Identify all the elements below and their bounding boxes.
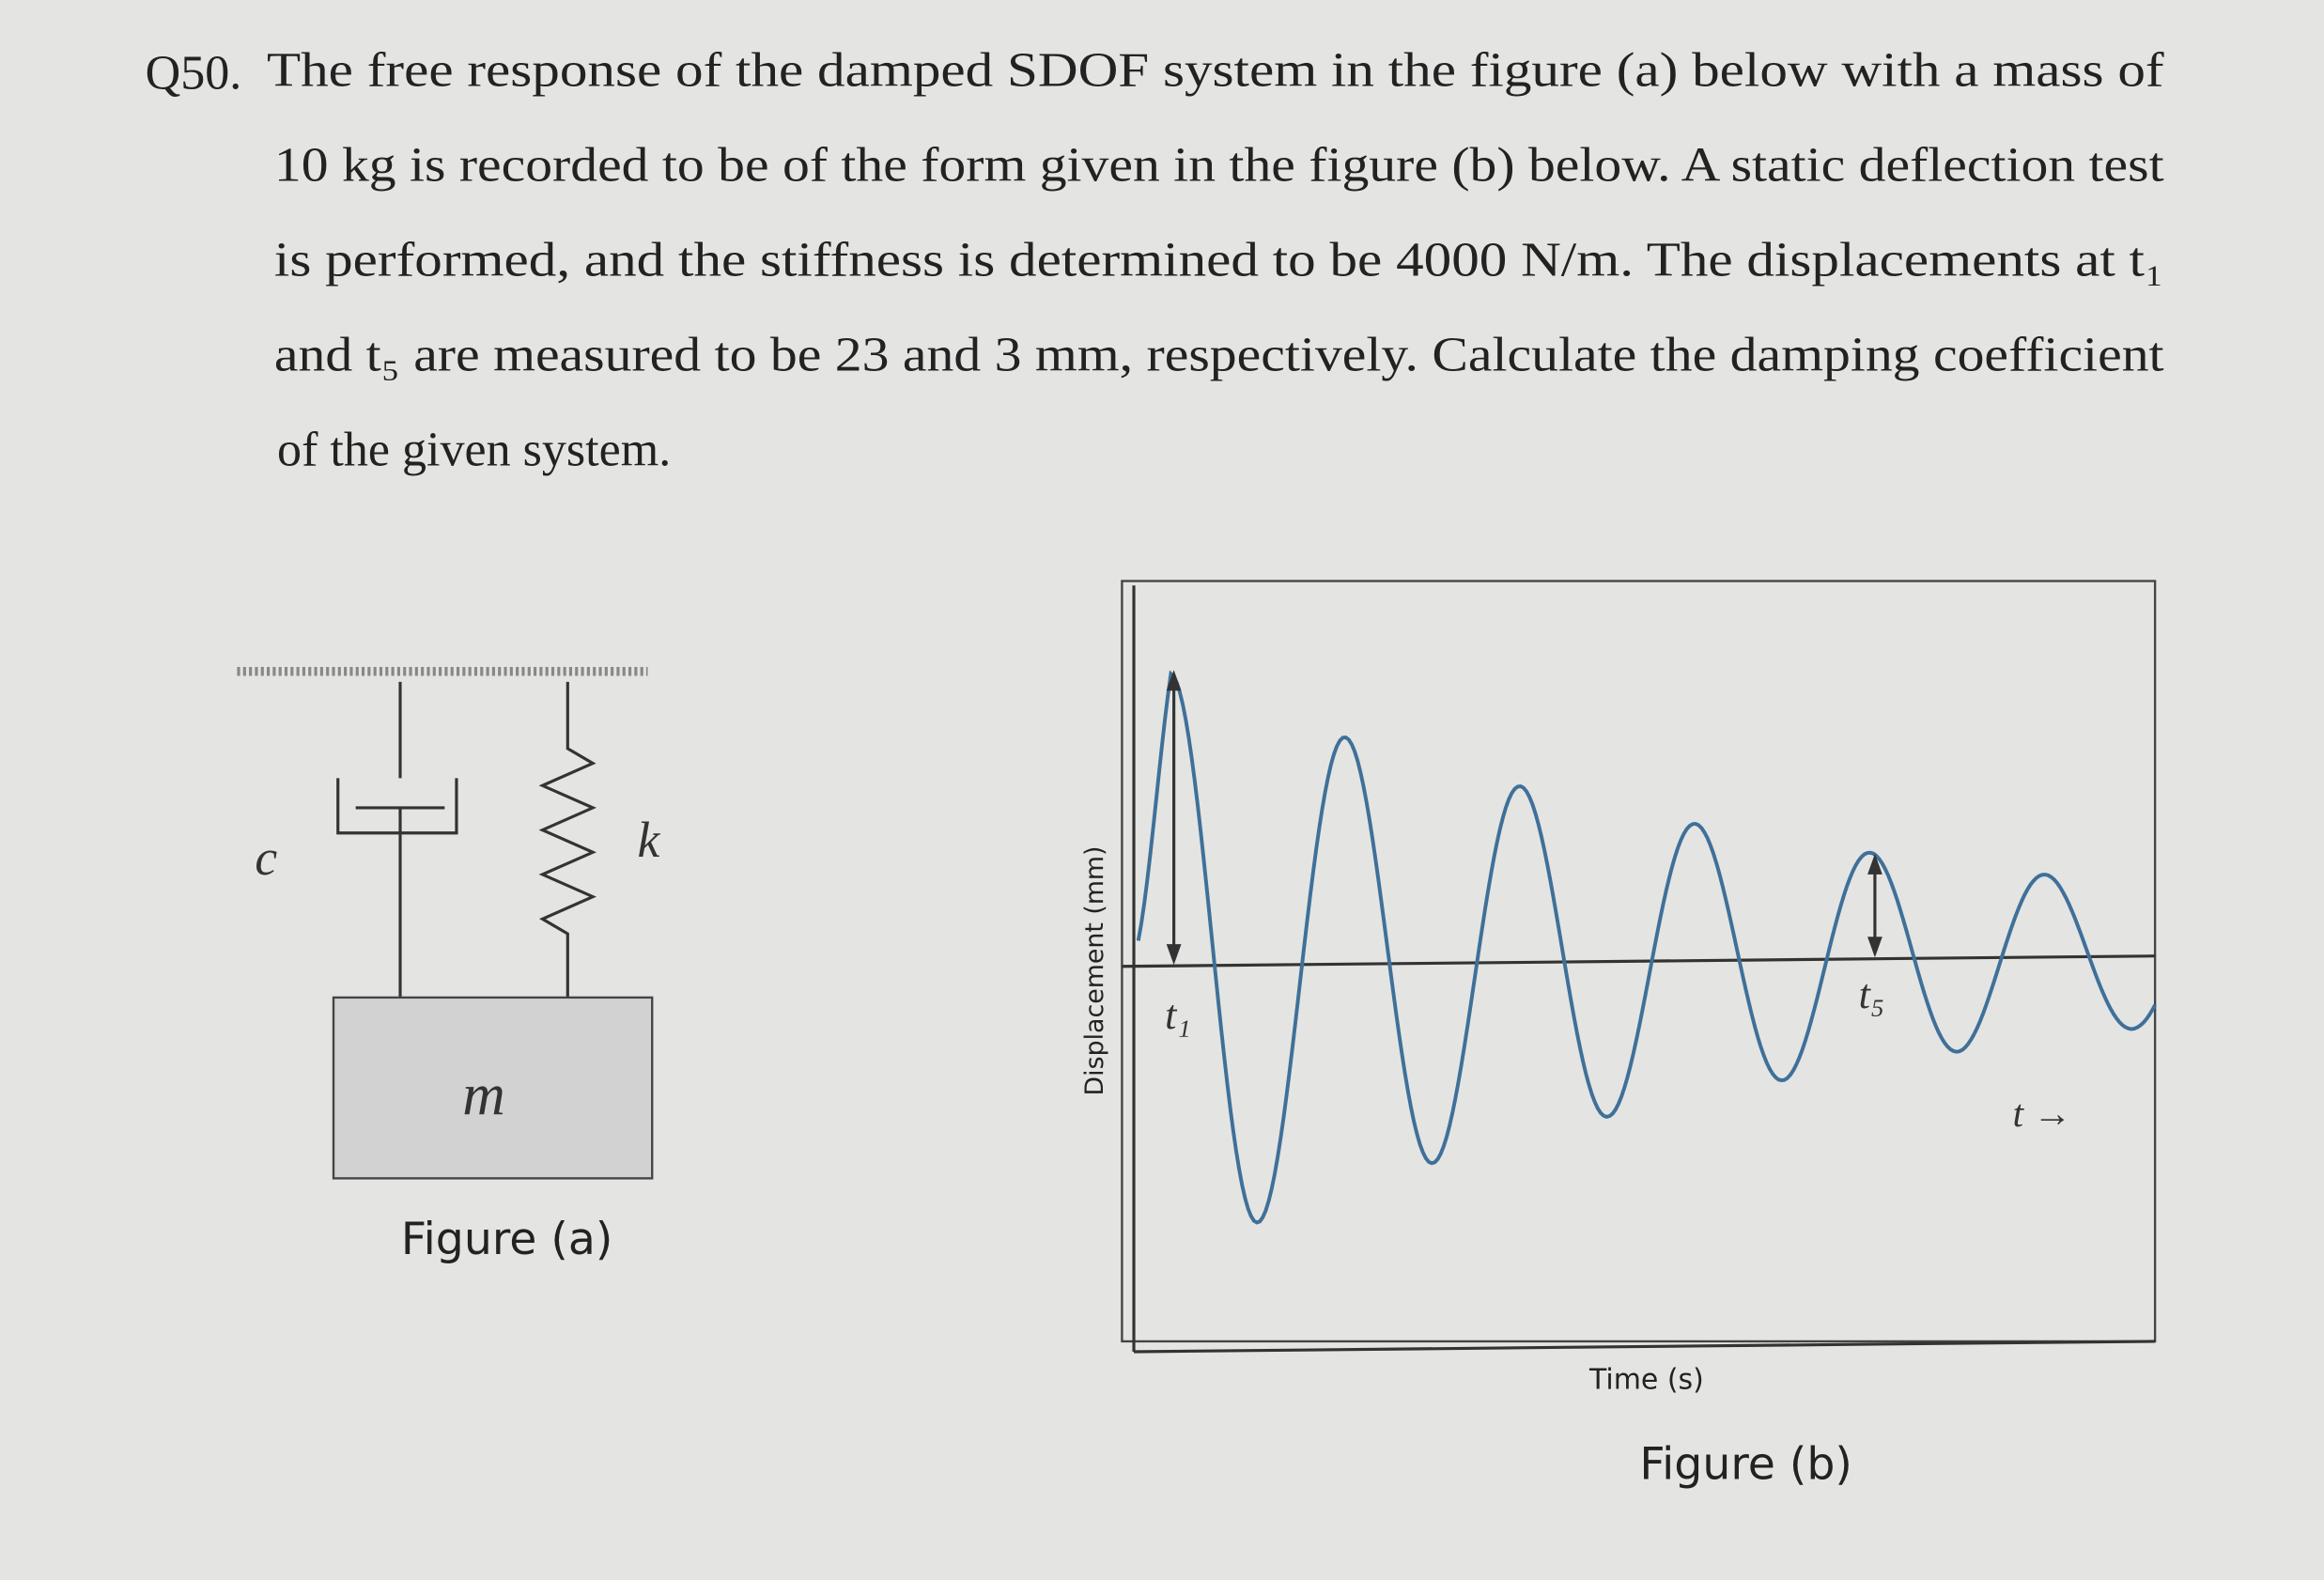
question-line: The free response of the damped SDOF sys… [267, 44, 2164, 98]
question-line: 10 kg is recorded to be of the form give… [274, 139, 2164, 193]
damper-label: c [255, 829, 277, 886]
caption: Figure (b) [1639, 1439, 1852, 1491]
question-line: of the given system. [277, 423, 671, 476]
x-axis-label: Time (s) [1588, 1363, 1704, 1396]
t5-label: t₅ [1859, 971, 1885, 1017]
mass-label: m [462, 1062, 505, 1128]
question: Q50. The free response of the damped SDO… [146, 44, 2165, 477]
figure-b: t₁ t₅ t → Displacement (mm) Time (s) Fig… [1080, 580, 2157, 1491]
t1-label: t₁ [1165, 992, 1191, 1038]
spring [538, 681, 597, 998]
caption: Figure (a) [401, 1214, 612, 1265]
arrowheads [1867, 853, 1882, 958]
spring-label: k [637, 812, 660, 868]
damper-cylinder [336, 778, 458, 835]
question-line: is performed, and the stiffness is deter… [274, 234, 2164, 287]
figure-a: c k m Figure (a) [237, 667, 660, 1265]
response-curve [1136, 670, 2157, 1225]
plot-frame [1121, 580, 2157, 1343]
x-axis [1134, 1340, 2156, 1354]
question-number: Q50. [146, 47, 242, 101]
time-arrow: t → [2013, 1092, 2072, 1135]
y-axis-label: Displacement (mm) [1080, 845, 1109, 1095]
mass [332, 996, 654, 1180]
question-line: and t₅ are measured to be 23 and 3 mm, r… [274, 328, 2164, 381]
zero-line [1122, 954, 2156, 968]
